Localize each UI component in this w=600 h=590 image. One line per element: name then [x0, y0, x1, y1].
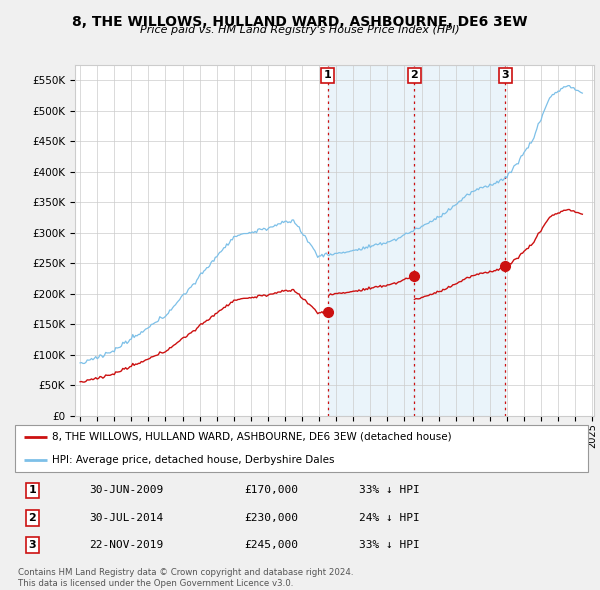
Text: 8, THE WILLOWS, HULLAND WARD, ASHBOURNE, DE6 3EW (detached house): 8, THE WILLOWS, HULLAND WARD, ASHBOURNE,… — [52, 432, 452, 441]
Text: £170,000: £170,000 — [244, 486, 298, 496]
Text: 3: 3 — [28, 540, 36, 550]
Text: 3: 3 — [502, 70, 509, 80]
Text: 2: 2 — [410, 70, 418, 80]
Text: 30-JUN-2009: 30-JUN-2009 — [89, 486, 164, 496]
Text: 8, THE WILLOWS, HULLAND WARD, ASHBOURNE, DE6 3EW: 8, THE WILLOWS, HULLAND WARD, ASHBOURNE,… — [72, 15, 528, 29]
Text: 33% ↓ HPI: 33% ↓ HPI — [359, 486, 419, 496]
Text: 1: 1 — [28, 486, 36, 496]
Text: 33% ↓ HPI: 33% ↓ HPI — [359, 540, 419, 550]
Text: £230,000: £230,000 — [244, 513, 298, 523]
Text: Contains HM Land Registry data © Crown copyright and database right 2024.
This d: Contains HM Land Registry data © Crown c… — [18, 568, 353, 588]
Text: 24% ↓ HPI: 24% ↓ HPI — [359, 513, 419, 523]
Text: HPI: Average price, detached house, Derbyshire Dales: HPI: Average price, detached house, Derb… — [52, 455, 335, 465]
Text: Price paid vs. HM Land Registry's House Price Index (HPI): Price paid vs. HM Land Registry's House … — [140, 25, 460, 35]
Text: £245,000: £245,000 — [244, 540, 298, 550]
Text: 2: 2 — [28, 513, 36, 523]
FancyBboxPatch shape — [15, 425, 588, 472]
Bar — [415, 65, 505, 416]
Text: 1: 1 — [324, 70, 332, 80]
Text: 30-JUL-2014: 30-JUL-2014 — [89, 513, 164, 523]
Bar — [328, 65, 415, 416]
Text: 22-NOV-2019: 22-NOV-2019 — [89, 540, 164, 550]
